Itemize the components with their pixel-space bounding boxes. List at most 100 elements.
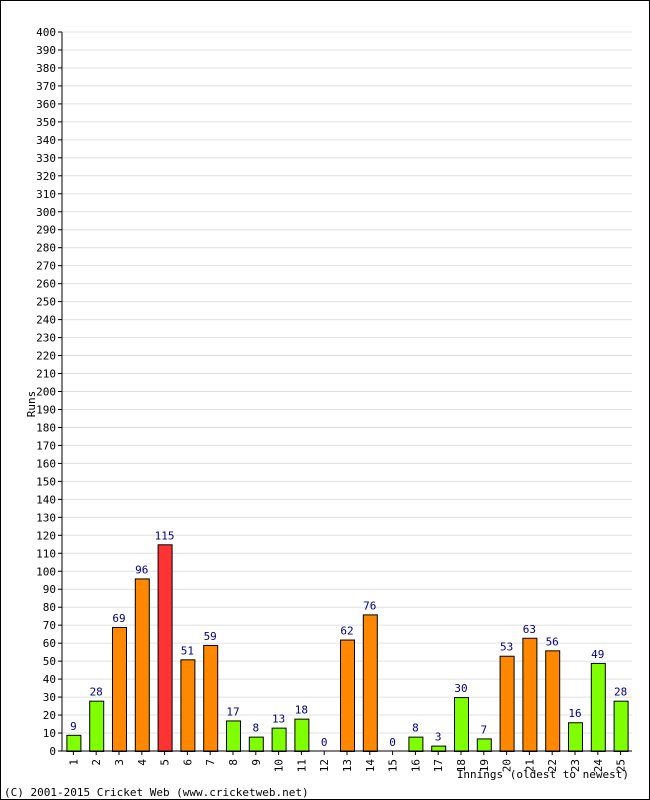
y-tick-label: 140 xyxy=(36,493,56,506)
bar xyxy=(248,736,264,752)
x-tick-label: 5 xyxy=(159,759,172,766)
data-label: 69 xyxy=(112,612,125,625)
y-tick-label: 260 xyxy=(36,278,56,291)
bar xyxy=(454,697,469,753)
data-label: 76 xyxy=(363,599,376,612)
x-tick-label: 25 xyxy=(615,759,628,772)
x-tick-label: 23 xyxy=(569,759,582,772)
data-label: 0 xyxy=(389,736,396,749)
x-tick-label: 1 xyxy=(67,759,80,766)
data-label: 51 xyxy=(181,644,194,657)
x-tick-label: 6 xyxy=(181,759,194,766)
x-tick-label: 15 xyxy=(387,759,400,772)
x-tick-label: 2 xyxy=(90,759,103,766)
data-labels: 9 28 69 96 115 51 59 17 8 13 18 0 62 76 0 8 3 30 7 53 63 56 16… xyxy=(70,529,627,749)
y-tick-label: 290 xyxy=(36,224,56,237)
x-tick-label: 11 xyxy=(295,759,308,772)
y-tick-label: 150 xyxy=(36,475,56,488)
x-tick-label: 10 xyxy=(273,759,286,772)
x-tick-label: 16 xyxy=(409,759,422,772)
bar xyxy=(408,736,424,752)
y-tick-label: 0 xyxy=(49,745,56,758)
y-tick-label: 70 xyxy=(43,619,56,632)
y-tick-label: 120 xyxy=(36,529,56,542)
x-tick-label: 13 xyxy=(341,759,354,772)
y-tick-label: 340 xyxy=(36,134,56,147)
y-tick-label: 40 xyxy=(43,673,56,686)
x-tick-label: 24 xyxy=(592,759,605,773)
bar xyxy=(271,727,287,753)
y-tick-label: 370 xyxy=(36,80,56,93)
bar xyxy=(180,659,196,753)
bar xyxy=(294,718,310,753)
data-label: 13 xyxy=(272,713,285,726)
y-tick-label: 60 xyxy=(43,637,56,650)
x-tick-label: 7 xyxy=(204,759,217,766)
y-tick-label: 250 xyxy=(36,296,56,309)
y-tick-label: 280 xyxy=(36,242,56,255)
data-label: 28 xyxy=(614,686,627,699)
data-label: 0 xyxy=(321,736,328,749)
y-tick-label: 10 xyxy=(43,727,56,740)
y-tick-label: 210 xyxy=(36,368,56,381)
bar xyxy=(590,662,606,752)
data-label: 30 xyxy=(454,682,467,695)
data-label: 7 xyxy=(480,723,487,736)
data-label: 16 xyxy=(568,707,581,720)
data-label: 28 xyxy=(90,686,103,699)
y-tick-label: 30 xyxy=(43,691,56,704)
y-tick-label: 180 xyxy=(36,421,56,434)
bar xyxy=(476,738,492,752)
y-tick-label: 230 xyxy=(36,332,56,345)
bar xyxy=(157,544,173,752)
y-tick-label: 110 xyxy=(36,547,56,560)
bar xyxy=(522,637,538,753)
y-tick-label: 240 xyxy=(36,314,56,327)
x-tick-labels: 1 2 3 4 5 6 7 8 9 10 11 12 13 14 15 16 17 18 19 20 21 22 23 24 2… xyxy=(67,751,628,773)
y-tick-label: 220 xyxy=(36,350,56,363)
x-tick-label: 4 xyxy=(136,759,149,766)
y-tick-label: 310 xyxy=(36,188,56,201)
data-label: 17 xyxy=(226,705,239,718)
data-label: 53 xyxy=(500,641,513,654)
x-tick-label: 9 xyxy=(250,759,263,766)
x-tick-label: 17 xyxy=(432,759,445,772)
data-label: 8 xyxy=(252,722,259,735)
bar xyxy=(613,700,629,752)
x-tick-label: 12 xyxy=(318,759,331,772)
y-tick-label: 20 xyxy=(43,709,56,722)
y-tick-label: 130 xyxy=(36,511,56,524)
bar xyxy=(89,700,105,752)
y-tick-label: 190 xyxy=(36,403,56,416)
data-label: 8 xyxy=(412,722,419,735)
y-tick-label: 170 xyxy=(36,439,56,452)
x-tick-label: 21 xyxy=(523,759,536,772)
y-tick-label: 200 xyxy=(36,386,56,399)
y-tick-label: 80 xyxy=(43,601,56,614)
data-label: 63 xyxy=(523,623,536,636)
y-tick-label: 360 xyxy=(36,98,56,111)
bar xyxy=(362,614,378,753)
x-tick-label: 20 xyxy=(501,759,514,772)
data-label: 49 xyxy=(591,648,604,661)
y-tick-label: 400 xyxy=(36,26,56,39)
data-label: 62 xyxy=(340,625,353,638)
x-tick-label: 14 xyxy=(364,759,377,773)
y-tick-label: 330 xyxy=(36,152,56,165)
y-tick-label: 300 xyxy=(36,206,56,219)
y-tick-label: 90 xyxy=(43,583,56,596)
y-axis-label: Runs xyxy=(25,391,38,418)
y-tick-label: 160 xyxy=(36,457,56,470)
bar xyxy=(545,650,561,753)
data-label: 115 xyxy=(155,529,175,542)
x-axis-label: Innings (oldest to newest) xyxy=(457,768,629,781)
bar xyxy=(203,644,219,753)
bar xyxy=(568,722,583,752)
x-tick-label: 19 xyxy=(478,759,491,772)
x-tick-label: 3 xyxy=(113,759,126,766)
bar xyxy=(134,578,150,752)
y-tick-label: 390 xyxy=(36,44,56,57)
x-tick-label: 8 xyxy=(227,759,240,766)
